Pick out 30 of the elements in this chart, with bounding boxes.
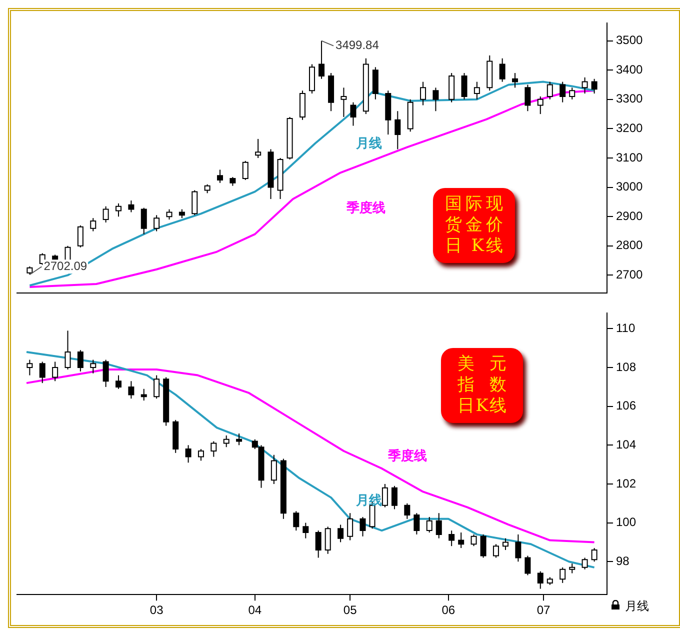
y-tick-label: 3200 <box>616 121 644 136</box>
text: 美元指数日K线 <box>457 354 507 417</box>
y-tick-label: 108 <box>616 360 636 374</box>
y-tick-label: 100 <box>616 515 636 530</box>
y-tick-label: 104 <box>616 437 636 452</box>
series-label: 季度线 <box>386 448 427 464</box>
x-tick-label: 04 <box>248 603 262 618</box>
y-tick-label: 2800 <box>616 238 644 252</box>
x-tick-label: 05 <box>343 603 358 618</box>
y-tick-label: 2700 <box>616 268 644 282</box>
y-tick-label: 3300 <box>616 92 644 106</box>
y-tick-label: 106 <box>616 398 636 413</box>
annotation: 2702.09 <box>44 258 88 273</box>
y-tick-label: 3400 <box>616 62 644 76</box>
y-tick-label: 3000 <box>616 180 644 194</box>
y-tick-label: 102 <box>616 476 636 490</box>
text: 季度线 <box>346 200 386 216</box>
x-tick-label: 07 <box>536 603 551 618</box>
y-tick-label: 110 <box>616 321 636 336</box>
y-tick-label: 3500 <box>616 33 644 48</box>
series-label: 月线 <box>355 136 382 151</box>
y-tick-label: 98 <box>616 554 630 568</box>
x-tick-label: 06 <box>442 603 456 618</box>
annotation: 3499.84 <box>336 38 380 52</box>
text: 国际现货金价日 K线 <box>445 194 503 257</box>
x-tick-label: 03 <box>150 603 164 618</box>
y-tick-label: 2900 <box>616 208 644 223</box>
text: 月线 <box>625 598 649 613</box>
series-label: 月线 <box>355 492 382 508</box>
y-tick-label: 3100 <box>616 150 644 164</box>
